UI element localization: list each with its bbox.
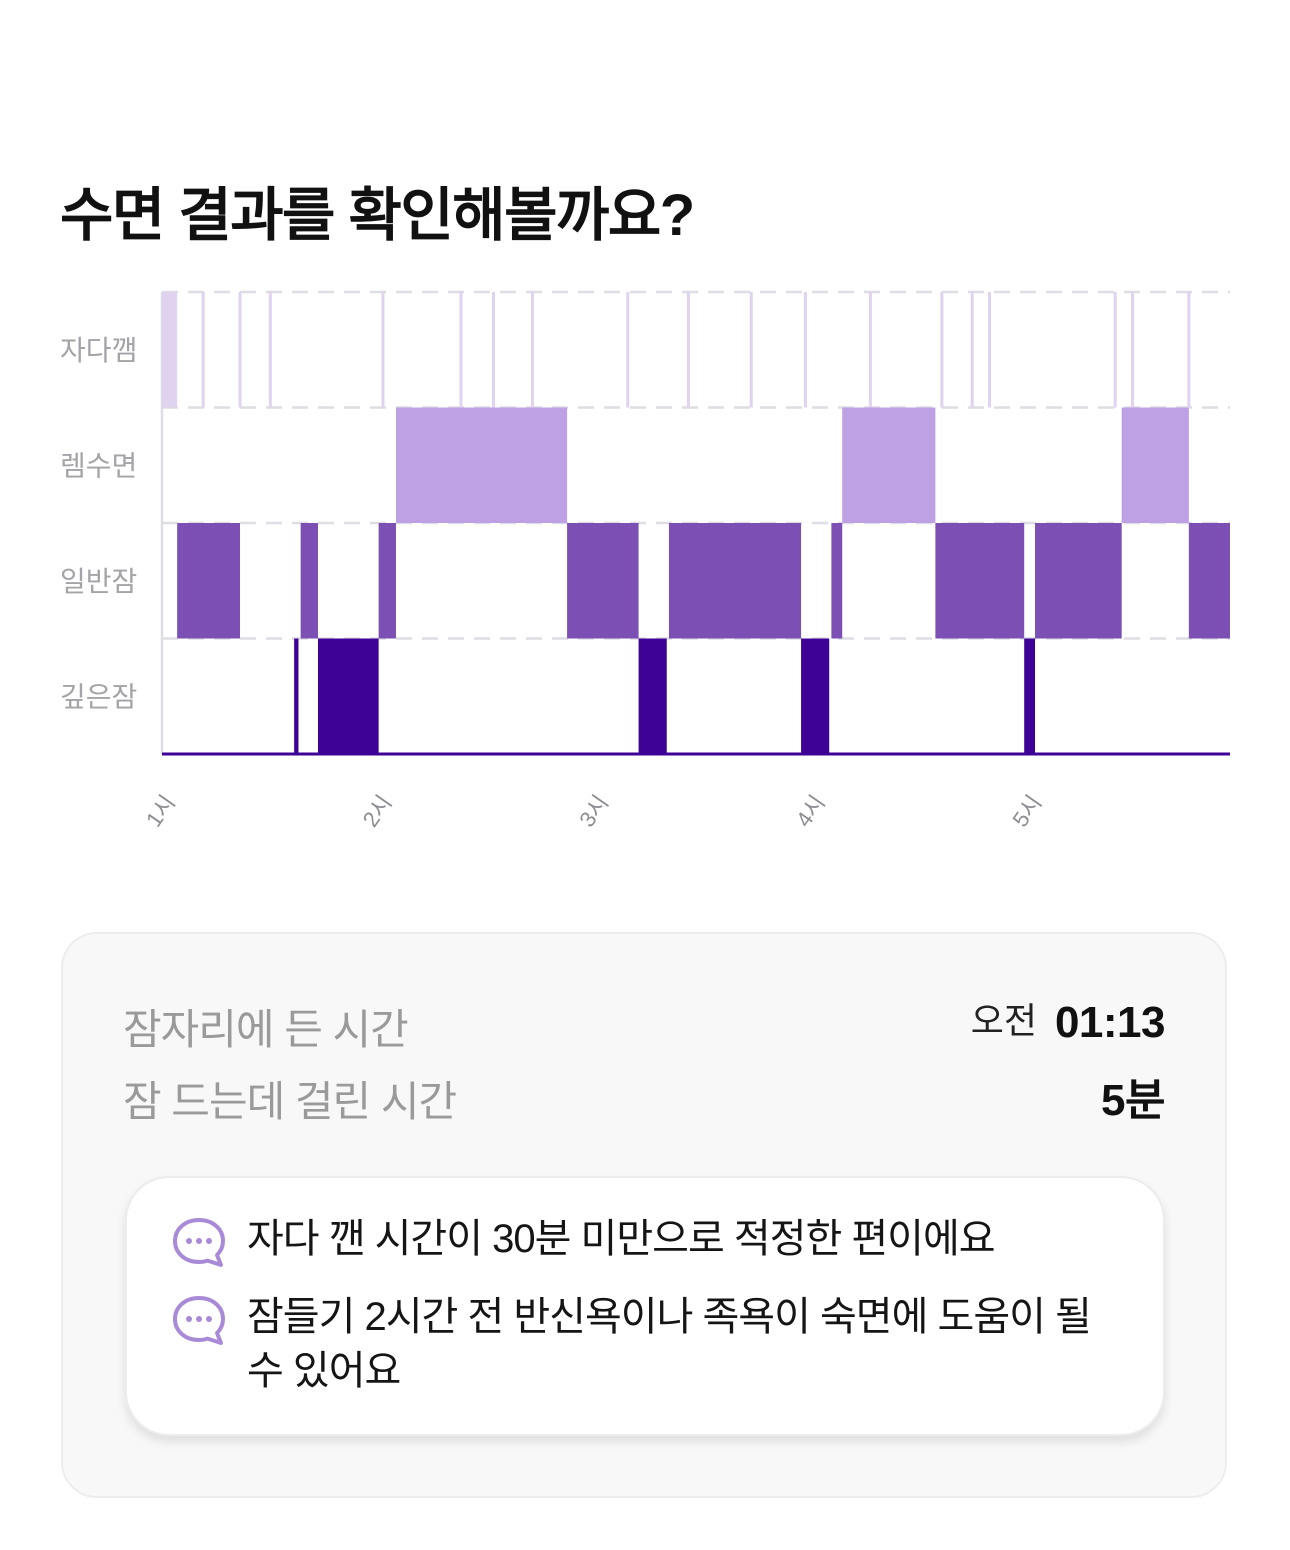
stage-bar-rem <box>842 407 936 523</box>
y-label-awake: 자다깸 <box>60 335 137 366</box>
stage-bar-light <box>300 523 318 639</box>
summary-card: 잠자리에 든 시간 오전 01:13 잠 드는데 걸린 시간 5분 자다 깬 시간… <box>61 932 1227 1498</box>
awake-mark <box>686 292 690 408</box>
x-tick-label: 1시 <box>141 791 180 832</box>
awake-mark <box>238 292 242 408</box>
y-label-light: 일반잠 <box>60 566 137 597</box>
chart-bars <box>162 292 1230 754</box>
awake-mark <box>381 292 385 408</box>
stage-bar-deep <box>1024 638 1036 754</box>
stage-bar-light <box>935 523 1025 639</box>
bedtime-row: 잠자리에 든 시간 오전 01:13 <box>123 990 1166 1053</box>
awake-mark <box>268 292 272 408</box>
chart-awake-marks <box>201 292 1191 408</box>
chart-x-labels: 1시 2시 3시 4시 5시 <box>141 791 1047 832</box>
awake-mark <box>530 292 534 408</box>
tip-text: 잠들기 2시간 전 반신욕이나 족욕이 숙면에 도움이 될 수 있어요 <box>247 1295 1092 1393</box>
stage-bar-light <box>831 523 843 639</box>
stage-bar-light <box>1188 523 1230 639</box>
page-title: 수면 결과를 확인해볼까요? <box>60 183 695 248</box>
tips-box: 자다 깬 시간이 30분 미만으로 적정한 편이에요 잠들기 2시간 전 반신욕… <box>125 1176 1165 1436</box>
awake-mark <box>803 292 807 408</box>
tip-text: 자다 깬 시간이 30분 미만으로 적정한 편이에요 <box>247 1217 996 1261</box>
y-label-deep: 깊은잠 <box>60 681 137 712</box>
bedtime-ampm: 오전 <box>970 1000 1037 1041</box>
awake-mark <box>1131 292 1135 408</box>
awake-mark <box>459 292 463 408</box>
awake-mark <box>970 292 974 408</box>
stage-bar-deep <box>638 638 667 754</box>
y-label-rem: 렘수면 <box>60 450 137 481</box>
stage-bar-awake <box>162 292 178 408</box>
latency-row: 잠 드는데 걸린 시간 5분 <box>123 1062 1165 1125</box>
awake-mark <box>1113 292 1117 408</box>
bedtime-time: 01:13 <box>1054 998 1166 1047</box>
stage-bar-deep <box>294 638 299 754</box>
bedtime-value: 오전 01:13 <box>970 992 1166 1048</box>
chat-bubble-icon <box>173 1296 225 1345</box>
x-tick-label: 3시 <box>574 791 613 832</box>
stage-bar-rem <box>395 407 568 523</box>
awake-mark <box>201 292 205 408</box>
stage-bar-deep <box>317 638 379 754</box>
awake-mark <box>491 292 495 408</box>
stage-bar-light <box>668 523 802 639</box>
chat-bubble-icon <box>173 1218 225 1267</box>
stage-bar-deep <box>801 638 830 754</box>
stage-bar-light <box>177 523 240 639</box>
bedtime-label: 잠자리에 든 시간 <box>123 1006 409 1053</box>
latency-minutes: 5분 <box>1101 1076 1165 1125</box>
stage-bar-light <box>1035 523 1122 639</box>
stage-bar-light <box>378 523 396 639</box>
x-tick-label: 5시 <box>1008 791 1047 832</box>
x-tick-label: 2시 <box>358 791 397 832</box>
awake-mark <box>940 292 944 408</box>
stage-bar-light <box>567 523 639 639</box>
awake-mark <box>868 292 872 408</box>
latency-value: 5분 <box>1101 1064 1165 1128</box>
awake-mark <box>1187 292 1191 408</box>
awake-mark <box>626 292 630 408</box>
awake-mark <box>988 292 992 408</box>
x-tick-label: 4시 <box>791 791 830 832</box>
stage-bar-rem <box>1121 407 1189 523</box>
latency-label: 잠 드는데 걸린 시간 <box>123 1078 457 1125</box>
awake-mark <box>749 292 753 408</box>
